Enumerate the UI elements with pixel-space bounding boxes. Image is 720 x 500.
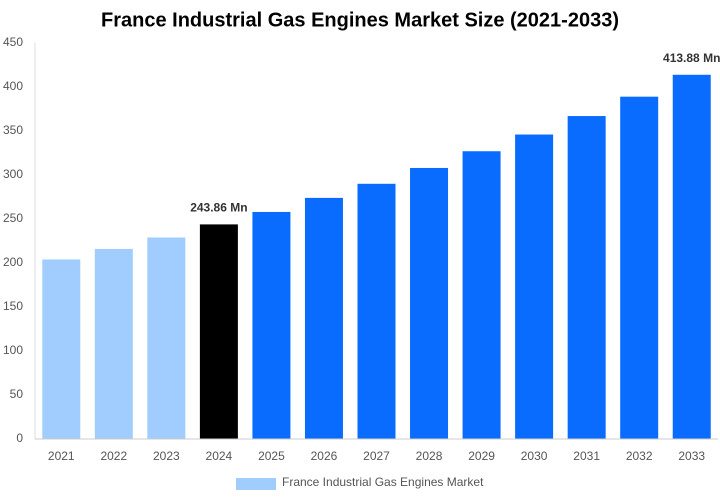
- y-tick-label: 450: [3, 35, 23, 49]
- x-tick-label: 2033: [678, 449, 705, 463]
- y-tick-label: 150: [3, 299, 23, 313]
- bar: [462, 151, 501, 440]
- x-tick-label: 2032: [626, 449, 653, 463]
- bar: [410, 167, 449, 439]
- y-tick-label: 350: [3, 123, 23, 137]
- bar: [357, 183, 396, 439]
- bar: [515, 134, 554, 439]
- y-tick-label: 50: [10, 387, 24, 401]
- bar: [42, 259, 81, 439]
- x-tick-label: 2025: [258, 449, 285, 463]
- x-tick-label: 2024: [206, 449, 233, 463]
- bar: [199, 224, 238, 439]
- x-tick-label: 2031: [573, 449, 600, 463]
- y-tick-label: 400: [3, 79, 23, 93]
- y-tick-label: 200: [3, 255, 23, 269]
- bar: [304, 197, 343, 439]
- bar: [672, 74, 711, 440]
- legend-label: France Industrial Gas Engines Market: [282, 475, 484, 489]
- bar: [567, 116, 606, 439]
- x-tick-label: 2022: [100, 449, 127, 463]
- x-tick-label: 2030: [521, 449, 548, 463]
- y-tick-label: 250: [3, 211, 23, 225]
- bar: [147, 237, 186, 439]
- bar: [252, 211, 291, 439]
- chart-title: France Industrial Gas Engines Market Siz…: [101, 9, 619, 31]
- x-tick-label: 2023: [153, 449, 180, 463]
- value-label: 243.86 Mn: [190, 201, 247, 215]
- y-tick-label: 100: [3, 343, 23, 357]
- x-tick-label: 2028: [416, 449, 443, 463]
- x-tick-label: 2029: [468, 449, 495, 463]
- legend-swatch: [236, 478, 276, 490]
- x-tick-label: 2021: [48, 449, 75, 463]
- y-tick-label: 300: [3, 167, 23, 181]
- value-label: 413.88 Mn: [663, 51, 720, 65]
- x-tick-label: 2026: [311, 449, 338, 463]
- x-tick-label: 2027: [363, 449, 390, 463]
- y-tick-label: 0: [16, 431, 23, 445]
- bar: [620, 96, 659, 440]
- bar: [94, 248, 133, 439]
